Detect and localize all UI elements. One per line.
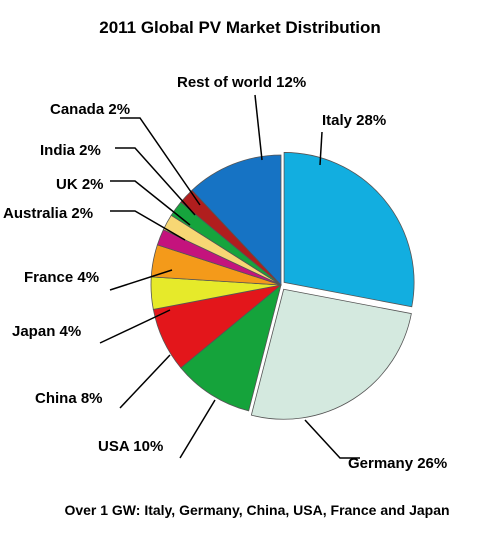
slice-label-germany: Germany 26% bbox=[348, 455, 447, 472]
slice-label-australia: Australia 2% bbox=[3, 205, 93, 222]
chart-title: 2011 Global PV Market Distribution bbox=[99, 18, 381, 37]
leader-line-india bbox=[115, 147, 196, 216]
pie-slice-germany bbox=[250, 288, 412, 420]
slice-labels: Italy 28% Germany 26% USA 10% China 8% Japan… bbox=[3, 74, 447, 472]
slice-label-india: India 2% bbox=[40, 142, 101, 159]
leader-line-rest-of-world bbox=[254, 94, 263, 161]
slice-label-uk: UK 2% bbox=[56, 176, 104, 193]
pie-slice-rest-of-world bbox=[191, 154, 282, 287]
leader-line-italy bbox=[319, 131, 323, 166]
leader-line-uk bbox=[110, 180, 191, 226]
leader-line-usa bbox=[179, 399, 216, 459]
slice-label-canada: Canada 2% bbox=[50, 101, 130, 118]
leader-line-japan bbox=[99, 309, 171, 344]
slice-label-china: China 8% bbox=[35, 390, 103, 407]
slice-label-usa: USA 10% bbox=[98, 438, 163, 455]
slice-label-japan: Japan 4% bbox=[12, 323, 81, 340]
pie-slices bbox=[150, 152, 415, 420]
leader-line-australia bbox=[110, 210, 186, 241]
footnote: Over 1 GW: Italy, Germany, China, USA, F… bbox=[64, 502, 449, 518]
leader-line-canada bbox=[120, 117, 201, 206]
leader-line-france bbox=[109, 269, 173, 291]
pie-slice-italy bbox=[283, 152, 415, 308]
leader-line-china bbox=[119, 354, 171, 409]
slice-label-italy: Italy 28% bbox=[322, 112, 386, 129]
slice-label-rest-of-world: Rest of world 12% bbox=[177, 74, 306, 91]
pie-slice-usa bbox=[180, 283, 282, 412]
slice-label-france: France 4% bbox=[24, 269, 99, 286]
leader-line-germany bbox=[304, 419, 360, 459]
leader-lines bbox=[99, 94, 360, 459]
